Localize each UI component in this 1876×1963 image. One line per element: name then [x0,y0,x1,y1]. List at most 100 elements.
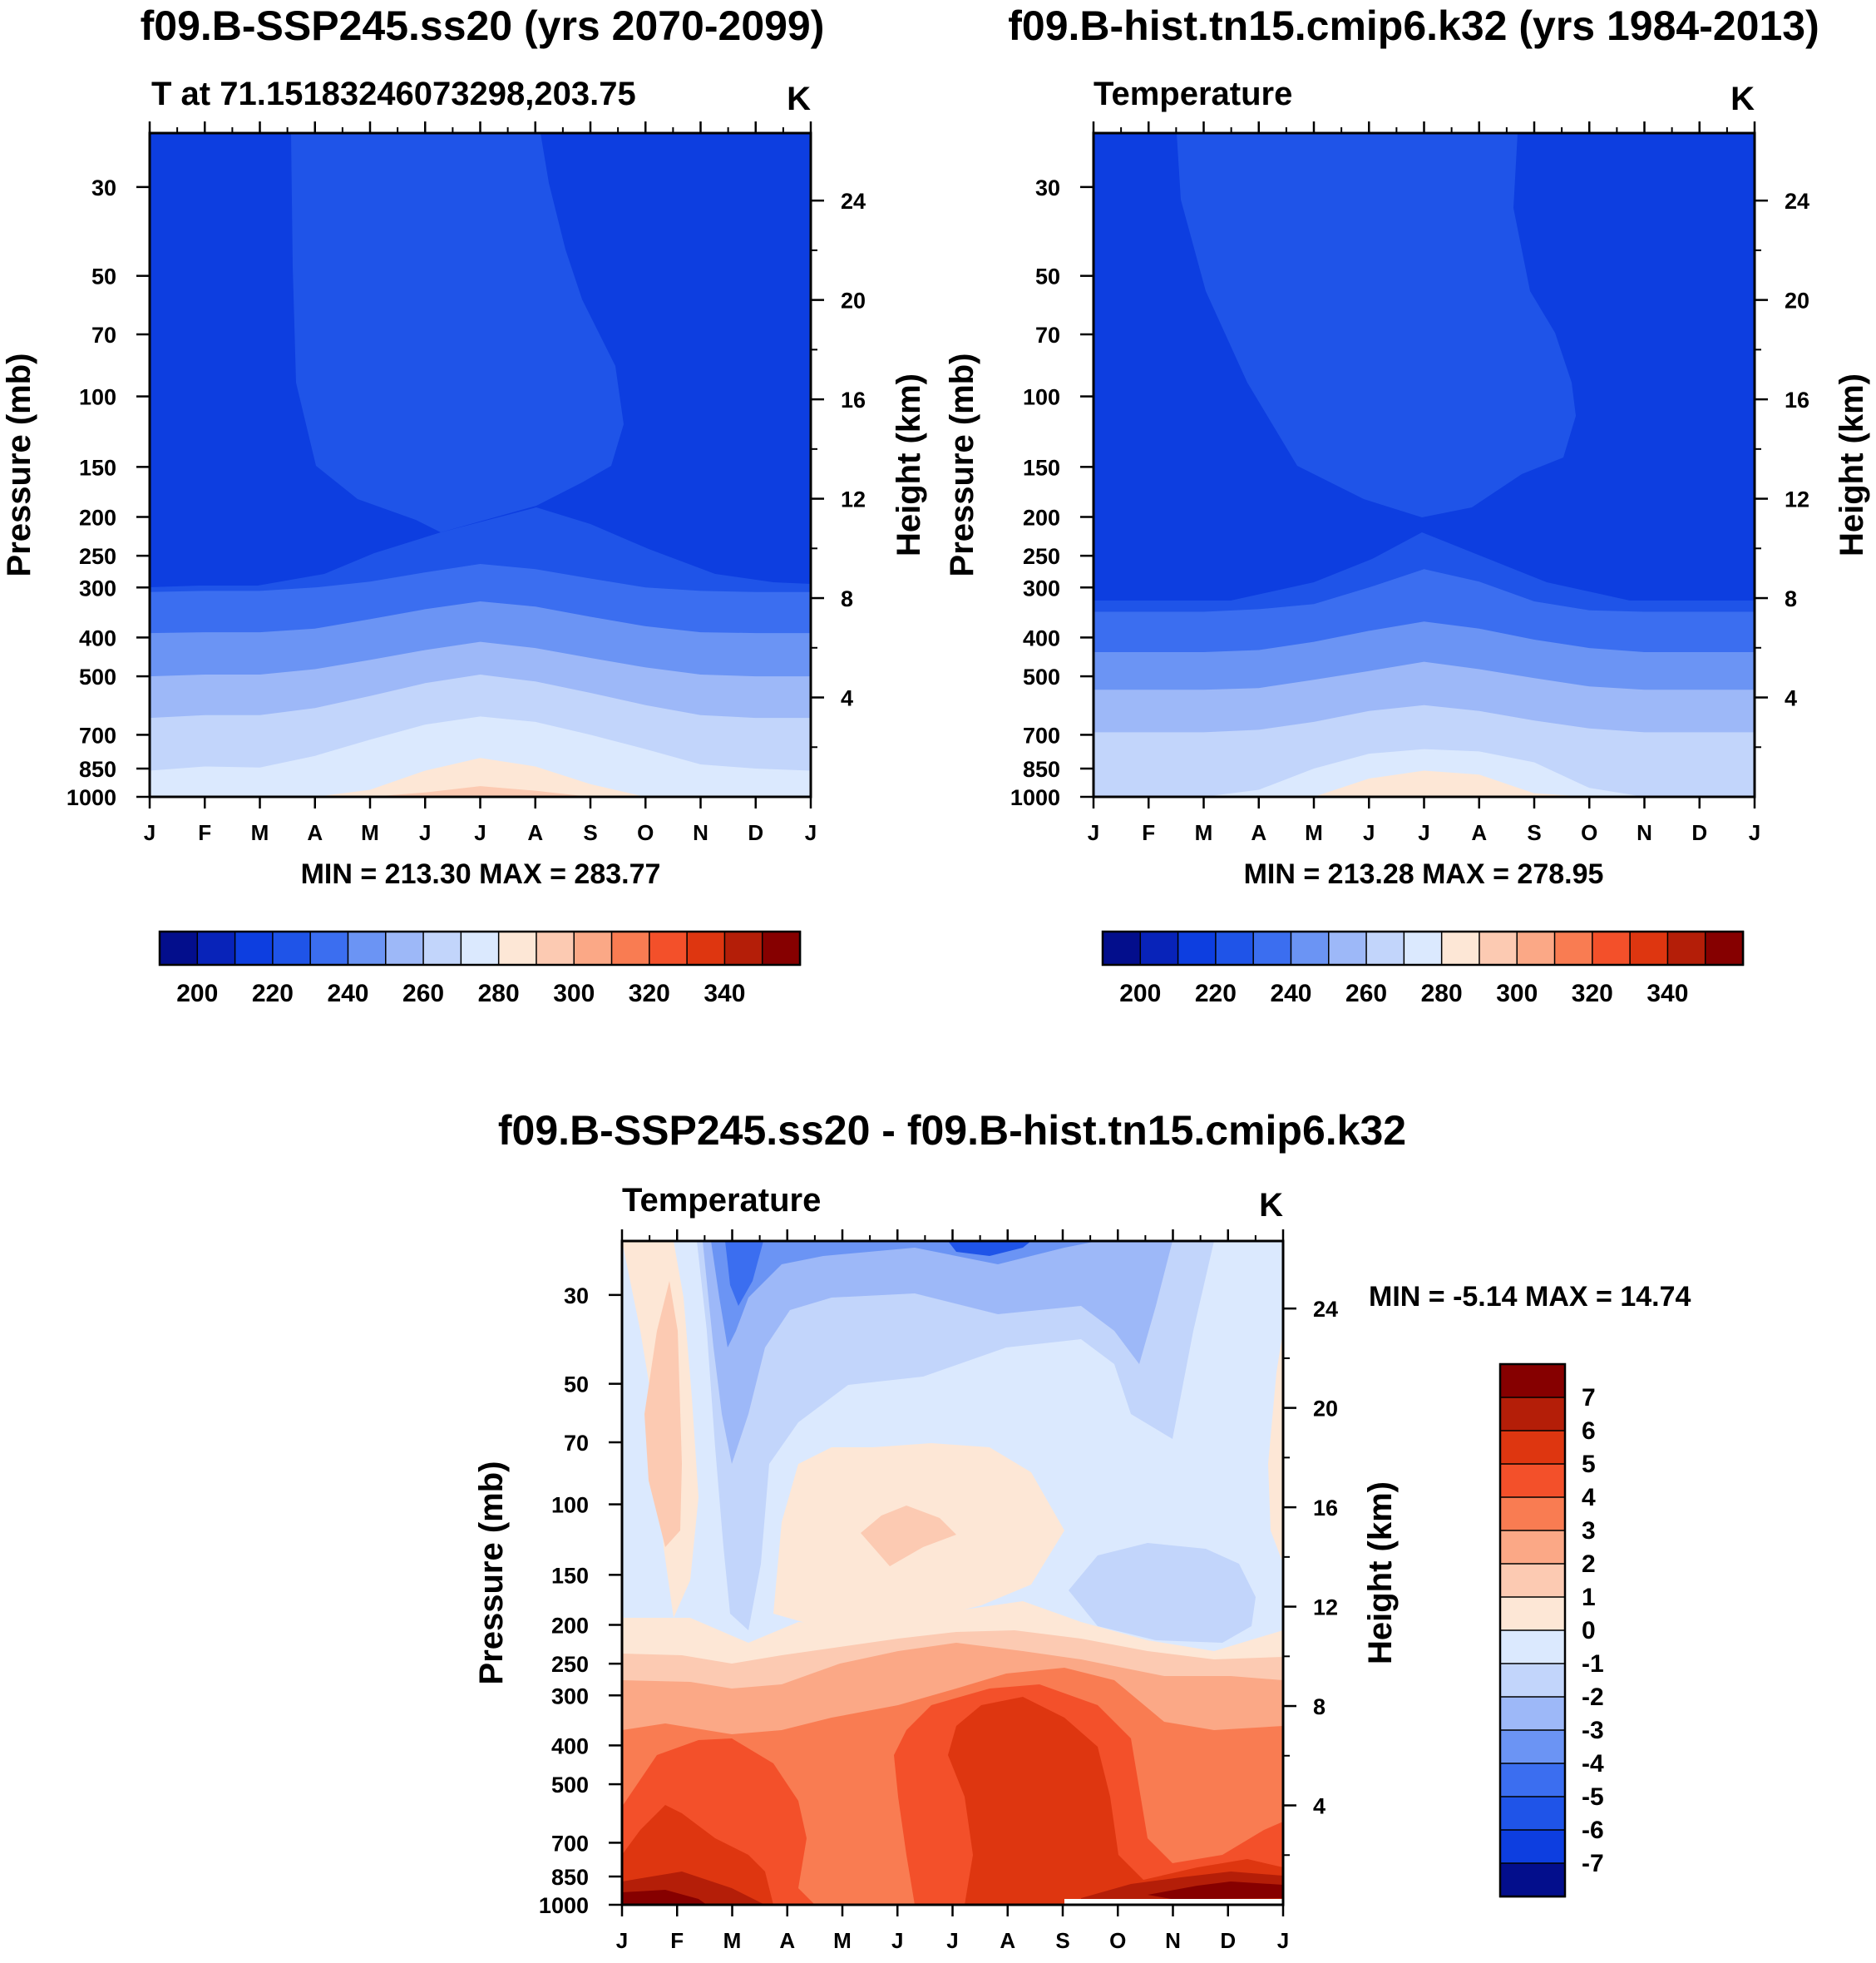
x-tick-label: A [1000,1928,1015,1953]
panel-3-tropo-6-center [948,1697,1283,1905]
x-tick-label: M [1195,820,1213,845]
panel-3-strat-neg2 [703,1241,1172,1464]
panel-3-tropo-8-right [1148,1881,1283,1901]
colorbar-tick-label: 3 [1582,1517,1596,1545]
y-tick-label: 300 [1023,576,1060,601]
panel-1-colorbar: 200 220 240 260 280 300 320 340 [158,930,802,1007]
contour-band-280 [1094,770,1755,797]
y-tick-label: 150 [79,455,116,480]
colorbar-swatch [1499,1463,1566,1499]
panel-1-y2label: Height (km) [891,373,927,556]
y2-tick-label: 12 [841,487,866,512]
colorbar-tick-label: 200 [1119,980,1161,1007]
colorbar-swatch [761,931,802,966]
y2-tick-label: 12 [1313,1595,1338,1620]
x-tick-label: N [1165,1928,1181,1953]
colorbar-swatch [1516,931,1556,966]
contour-band-280 [150,758,811,797]
y-tick-label: 50 [564,1372,589,1397]
x-tick-label: F [198,820,211,845]
x-tick-label: S [1055,1928,1069,1953]
colorbar-swatch [573,931,613,966]
panel-3: f09.B-SSP245.ss20 - f09.B-hist.tn15.cmip… [473,1107,1691,1953]
panel-3-ylabel: Pressure (mb) [473,1461,510,1685]
colorbar-tick-label: 260 [1345,980,1387,1007]
x-tick-label: M [723,1928,742,1953]
y-tick-label: 150 [1023,455,1060,480]
colorbar-swatch [686,931,726,966]
colorbar-swatch [1499,1430,1566,1466]
panel-3-strat-neg4 [725,1241,763,1306]
colorbar-tick-label: -3 [1582,1717,1604,1744]
colorbar-swatch [1139,931,1179,966]
y-tick-label: 1000 [1010,785,1060,810]
colorbar-swatch [1440,931,1481,966]
y-tick-label: 50 [91,265,116,289]
colorbar-tick-label: 2 [1582,1550,1596,1578]
colorbar-tick-label: -4 [1582,1750,1604,1778]
colorbar-swatch [234,931,274,966]
y2-tick-label: 4 [1785,686,1797,711]
y-tick-label: 700 [79,723,116,748]
x-tick-label: O [1109,1928,1126,1953]
colorbar-swatch [1499,1496,1566,1532]
y2-tick-label: 20 [1785,289,1809,314]
colorbar-swatch [1499,1696,1566,1732]
colorbar-swatch [610,931,651,966]
panel-3-pos-left-inner [644,1281,682,1547]
y2-tick-label: 4 [1313,1794,1326,1819]
panel-3-units-label: K [1259,1187,1283,1224]
panel-2-title: f09.B-hist.tn15.cmip6.k32 (yrs 1984-2013… [1008,2,1819,49]
colorbar-tick-label: -1 [1582,1650,1604,1678]
x-tick-label: O [637,820,654,845]
y-tick-label: 70 [91,323,116,348]
x-tick-label: M [251,820,269,845]
panel-1: f09.B-SSP245.ss20 (yrs 2070-2099) T at 7… [1,2,927,1007]
colorbar-swatch [1365,931,1405,966]
colorbar-frame [1101,930,1745,967]
y-tick-label: 850 [551,1865,589,1890]
colorbar-swatch [1553,931,1594,966]
x-tick-label: D [1220,1928,1236,1953]
y2-tick-label: 4 [841,686,853,711]
colorbar-swatch [1499,1629,1566,1665]
y-tick-label: 500 [79,665,116,690]
colorbar-tick-label: -6 [1582,1817,1604,1844]
y2-tick-label: 24 [1785,189,1809,214]
x-tick-label: S [1527,820,1541,845]
colorbar-swatch [347,931,388,966]
colorbar-swatch [422,931,462,966]
y-tick-label: 850 [79,757,116,782]
colorbar-swatch [1499,1596,1566,1632]
x-tick-label: J [616,1928,628,1953]
x-tick-label: S [583,820,597,845]
panel-2-colorbar: 200 220 240 260 280 300 320 340 [1101,930,1745,1007]
panel-1-ylabel: Pressure (mb) [1,354,37,577]
y2-tick-label: 24 [841,189,866,214]
x-tick-label: N [693,820,708,845]
x-tick-label: J [946,1928,958,1953]
panel-2-left-label: Temperature [1094,76,1292,112]
panel-3-tropo-8-left [622,1890,707,1905]
y-tick-label: 200 [1023,505,1060,530]
colorbar-swatch [1215,931,1255,966]
panel-2: f09.B-hist.tn15.cmip6.k32 (yrs 1984-2013… [944,2,1870,1007]
y2-tick-label: 16 [841,388,866,413]
colorbar-tick-label: 320 [1572,980,1613,1007]
colorbar-swatch [723,931,763,966]
panel-1-contours [150,564,811,797]
panel-1-left-label: T at 71.15183246073298,203.75 [151,76,636,112]
colorbar-swatch [649,931,689,966]
colorbar-tick-label: -7 [1582,1850,1604,1877]
panel-1-units-label: K [787,81,811,117]
x-tick-label: A [527,820,543,845]
colorbar-swatch [1328,931,1368,966]
colorbar-swatch [1499,1663,1566,1698]
x-tick-label: A [779,1928,795,1953]
colorbar-tick-label: 5 [1582,1451,1596,1478]
x-tick-label: D [748,820,763,845]
y-tick-label: 70 [1035,323,1060,348]
colorbar-swatch [1499,1363,1566,1399]
y2-tick-label: 20 [841,289,866,314]
panel-1-axes: J F M A M J J A S O N D J 30 50 70 100 150 200 250 300 400 500… [67,121,866,845]
